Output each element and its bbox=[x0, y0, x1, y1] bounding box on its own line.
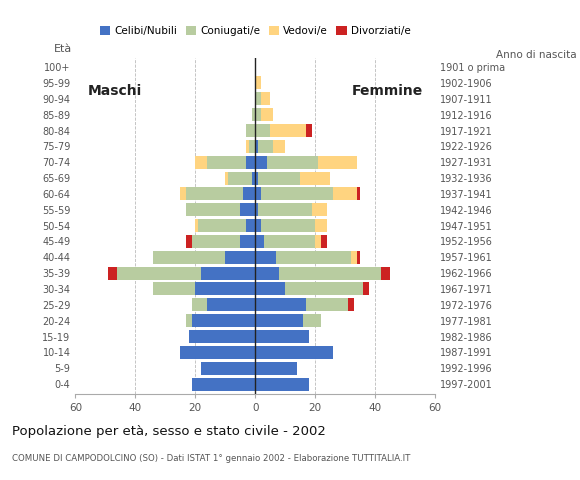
Bar bbox=[243, 187, 255, 201]
Bar bbox=[207, 156, 246, 168]
Bar bbox=[240, 203, 255, 216]
Bar bbox=[225, 171, 229, 184]
Bar bbox=[258, 140, 273, 153]
Text: Popolazione per età, sesso e stato civile - 2002: Popolazione per età, sesso e stato civil… bbox=[12, 425, 325, 438]
Bar bbox=[193, 378, 255, 391]
Bar bbox=[246, 140, 249, 153]
Bar bbox=[255, 76, 261, 89]
Bar bbox=[255, 156, 267, 168]
Bar bbox=[180, 187, 186, 201]
Bar bbox=[186, 187, 243, 201]
Bar bbox=[255, 267, 279, 280]
Bar bbox=[153, 283, 195, 296]
Bar bbox=[229, 171, 252, 184]
Bar bbox=[189, 330, 255, 343]
Bar bbox=[255, 187, 261, 201]
Bar bbox=[255, 140, 258, 153]
Bar bbox=[246, 156, 255, 168]
Bar bbox=[321, 235, 327, 248]
Bar bbox=[117, 267, 201, 280]
Bar bbox=[186, 314, 193, 327]
Bar bbox=[255, 378, 309, 391]
Bar bbox=[261, 219, 315, 232]
Bar bbox=[195, 283, 255, 296]
Bar bbox=[186, 203, 240, 216]
Bar bbox=[255, 171, 258, 184]
Text: COMUNE DI CAMPODOLCINO (SO) - Dati ISTAT 1° gennaio 2002 - Elaborazione TUTTITAL: COMUNE DI CAMPODOLCINO (SO) - Dati ISTAT… bbox=[12, 454, 410, 463]
Bar bbox=[192, 299, 207, 312]
Bar bbox=[267, 156, 318, 168]
Bar bbox=[258, 203, 312, 216]
Bar bbox=[249, 140, 255, 153]
Legend: Celibi/Nubili, Coniugati/e, Vedovi/e, Divorziati/e: Celibi/Nubili, Coniugati/e, Vedovi/e, Di… bbox=[98, 24, 412, 38]
Bar bbox=[255, 362, 297, 375]
Bar bbox=[246, 219, 255, 232]
Bar bbox=[252, 108, 255, 121]
Bar bbox=[195, 156, 207, 168]
Bar bbox=[108, 267, 117, 280]
Bar bbox=[255, 299, 306, 312]
Bar bbox=[357, 251, 360, 264]
Bar bbox=[270, 124, 306, 137]
Bar bbox=[240, 235, 255, 248]
Bar bbox=[315, 235, 321, 248]
Bar bbox=[193, 235, 240, 248]
Bar bbox=[312, 203, 327, 216]
Bar bbox=[255, 251, 276, 264]
Bar bbox=[351, 251, 357, 264]
Bar bbox=[279, 267, 381, 280]
Bar bbox=[306, 124, 312, 137]
Bar bbox=[198, 219, 246, 232]
Bar bbox=[273, 140, 285, 153]
Bar bbox=[306, 299, 348, 312]
Bar bbox=[193, 314, 255, 327]
Bar bbox=[207, 299, 255, 312]
Bar bbox=[264, 235, 315, 248]
Bar bbox=[255, 314, 303, 327]
Bar bbox=[276, 251, 351, 264]
Bar bbox=[153, 251, 225, 264]
Text: Età: Età bbox=[54, 45, 72, 54]
Text: Femmine: Femmine bbox=[351, 84, 423, 98]
Bar bbox=[201, 267, 255, 280]
Bar bbox=[255, 346, 333, 359]
Bar bbox=[303, 314, 321, 327]
Bar bbox=[258, 171, 300, 184]
Bar bbox=[363, 283, 369, 296]
Bar bbox=[348, 299, 354, 312]
Bar bbox=[255, 203, 258, 216]
Bar bbox=[333, 187, 357, 201]
Bar bbox=[255, 92, 261, 105]
Text: Maschi: Maschi bbox=[88, 84, 142, 98]
Bar bbox=[315, 219, 327, 232]
Bar bbox=[300, 171, 330, 184]
Bar bbox=[195, 219, 198, 232]
Bar bbox=[201, 362, 255, 375]
Bar bbox=[180, 346, 255, 359]
Bar bbox=[255, 124, 270, 137]
Bar bbox=[255, 235, 264, 248]
Bar bbox=[285, 283, 363, 296]
Bar bbox=[357, 187, 360, 201]
Bar bbox=[261, 108, 273, 121]
Bar bbox=[255, 283, 285, 296]
Bar bbox=[261, 92, 270, 105]
Bar bbox=[246, 124, 255, 137]
Bar bbox=[255, 108, 261, 121]
Text: Anno di nascita: Anno di nascita bbox=[496, 50, 577, 60]
Bar bbox=[261, 187, 333, 201]
Bar bbox=[252, 171, 255, 184]
Bar bbox=[186, 235, 193, 248]
Bar bbox=[381, 267, 390, 280]
Bar bbox=[255, 330, 309, 343]
Bar bbox=[255, 219, 261, 232]
Bar bbox=[225, 251, 255, 264]
Bar bbox=[318, 156, 357, 168]
